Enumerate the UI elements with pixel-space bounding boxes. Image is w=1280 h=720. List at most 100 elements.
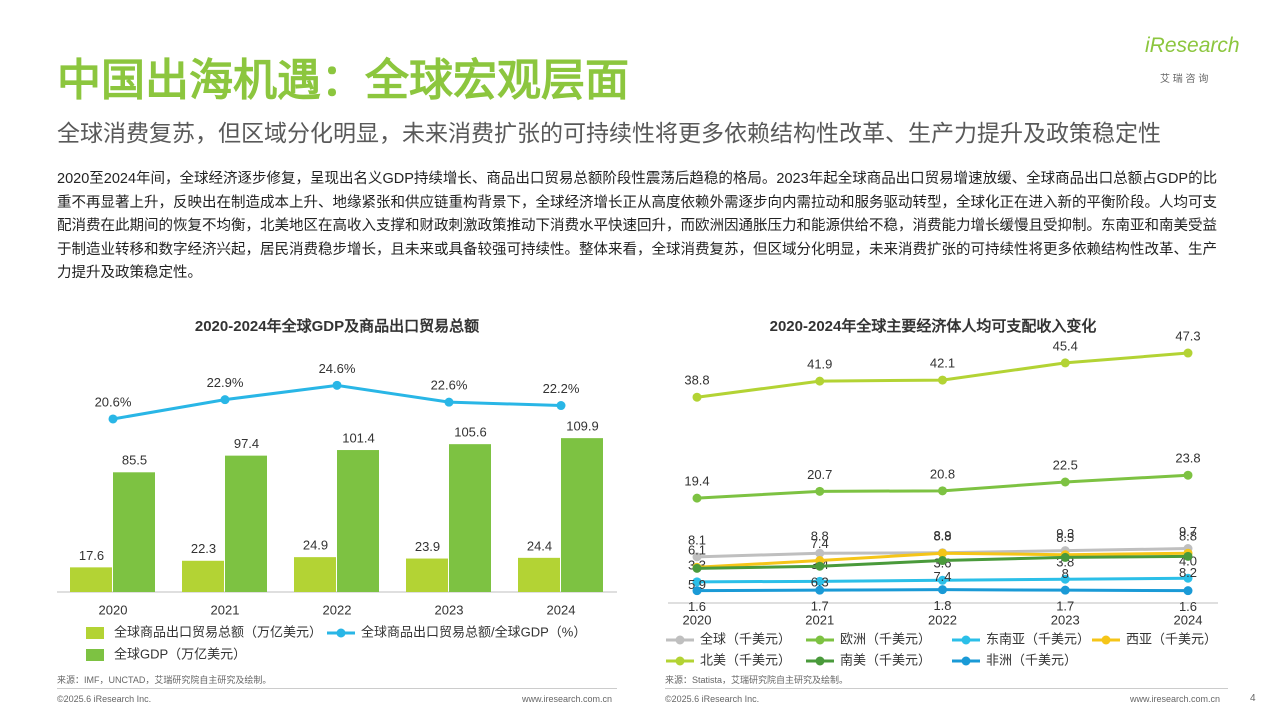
legend-swatch [675, 656, 685, 666]
x-tick-label: 2022 [928, 612, 957, 627]
legend-label: 西亚（千美元） [1126, 631, 1217, 646]
legend-label: 全球（千美元） [700, 631, 791, 646]
legend-swatch [1101, 635, 1111, 645]
legend-label: 东南亚（千美元） [986, 631, 1090, 646]
legend-label: 全球商品出口贸易总额（万亿美元） [114, 624, 322, 639]
bar [518, 557, 560, 592]
line-point [938, 375, 947, 385]
bar-value-label: 101.4 [342, 430, 375, 445]
point-value-label: 38.8 [684, 373, 709, 388]
point-value-label: 8 [1062, 566, 1069, 581]
body-paragraph: 2020至2024年间，全球经济逐步修复，呈现出名义GDP持续增长、商品出口贸易… [57, 171, 1218, 281]
line-point [692, 392, 702, 402]
bar [113, 472, 155, 592]
x-tick-label: 2021 [211, 602, 240, 617]
point-value-label: 47.3 [1175, 328, 1200, 343]
legend-swatch [815, 635, 825, 645]
legend-swatch [86, 649, 104, 661]
bar [225, 455, 267, 592]
line-point [692, 493, 702, 503]
line-point [815, 376, 825, 386]
bar-value-label: 24.4 [527, 538, 552, 553]
point-value-label: 20.8 [930, 466, 955, 481]
x-tick-label: 2020 [99, 602, 128, 617]
point-value-label: 1.6 [688, 599, 706, 614]
legend-swatch [815, 656, 825, 666]
line-point [938, 486, 947, 496]
legend-swatch [961, 635, 971, 645]
point-value-label: 9.3 [1056, 526, 1074, 541]
line-point [108, 414, 118, 424]
point-value-label: 1.7 [811, 599, 829, 614]
point-value-label: 8.5 [1056, 530, 1074, 545]
point-value-label: 20.6% [95, 394, 132, 409]
x-tick-label: 2023 [435, 602, 464, 617]
bar-value-label: 24.9 [303, 538, 328, 553]
line-point [1060, 358, 1070, 368]
line-point [444, 397, 454, 407]
copyright: ©2025.6 iResearch Inc. [57, 694, 152, 704]
point-value-label: 41.9 [807, 357, 832, 372]
point-value-label: 42.1 [930, 356, 955, 371]
copyright: ©2025.6 iResearch Inc. [665, 694, 760, 704]
point-value-label: 24.6% [319, 361, 356, 376]
line-point [938, 556, 947, 566]
line-point [220, 395, 230, 405]
point-value-label: 8.8 [933, 529, 951, 544]
point-value-label: 8.8 [1179, 529, 1197, 544]
line-point [1183, 586, 1193, 596]
legend-label: 全球商品出口贸易总额/全球GDP（%） [361, 624, 586, 639]
chart-title: 2020-2024年全球GDP及商品出口贸易总额 [195, 317, 479, 335]
line-point [815, 561, 825, 571]
footer-rule [665, 688, 1228, 689]
point-value-label: 7.4 [933, 569, 951, 584]
point-value-label: 22.5 [1053, 457, 1078, 472]
bar-value-label: 109.9 [566, 419, 599, 434]
source-note: 来源：Statista，艾瑞研究院自主研究及绘制。 [665, 675, 849, 685]
footer-url: www.iresearch.com.cn [522, 694, 613, 704]
point-value-label: 22.9% [207, 375, 244, 390]
x-tick-label: 2021 [805, 612, 834, 627]
line-point [1183, 551, 1193, 561]
point-value-label: 22.2% [543, 381, 580, 396]
x-tick-label: 2024 [1174, 612, 1203, 627]
line [112, 383, 562, 421]
line-point [692, 552, 702, 562]
chart-title: 2020-2024年全球主要经济体人均可支配收入变化 [770, 317, 1097, 335]
bar-value-label: 85.5 [122, 453, 147, 468]
bar-value-label: 22.3 [191, 541, 216, 556]
point-value-label: 9.7 [1179, 524, 1197, 539]
bar-value-label: 17.6 [79, 548, 104, 563]
legend-swatch [86, 627, 104, 639]
point-value-label: 19.4 [684, 474, 709, 489]
line-point [1060, 477, 1070, 487]
line-point [938, 585, 947, 595]
line-point [1183, 348, 1193, 358]
line-point [815, 486, 825, 496]
legend-label: 欧洲（千美元） [840, 631, 931, 646]
line-point [692, 586, 702, 596]
point-value-label: 8.2 [1179, 565, 1197, 580]
legend-swatch [675, 635, 685, 645]
line-point [1060, 574, 1070, 584]
point-value-label: 1.6 [1179, 599, 1197, 614]
line-point [815, 585, 825, 595]
point-value-label: 22.6% [431, 378, 468, 393]
bar [294, 557, 336, 592]
bar [449, 444, 491, 592]
legend-label: 南美（千美元） [840, 652, 931, 667]
bar [337, 450, 379, 592]
legend-swatch [961, 656, 971, 666]
line-point [938, 575, 947, 585]
line-point [1183, 573, 1193, 583]
line-point [692, 563, 702, 573]
point-value-label: 1.8 [933, 598, 951, 613]
footer-url: www.iresearch.com.cn [1130, 694, 1221, 704]
point-value-label: 5.9 [688, 577, 706, 592]
footer-rule [57, 688, 617, 689]
line-point [1183, 470, 1193, 480]
point-value-label: 20.7 [807, 467, 832, 482]
x-tick-label: 2022 [323, 602, 352, 617]
point-value-label: 6.1 [688, 543, 706, 558]
